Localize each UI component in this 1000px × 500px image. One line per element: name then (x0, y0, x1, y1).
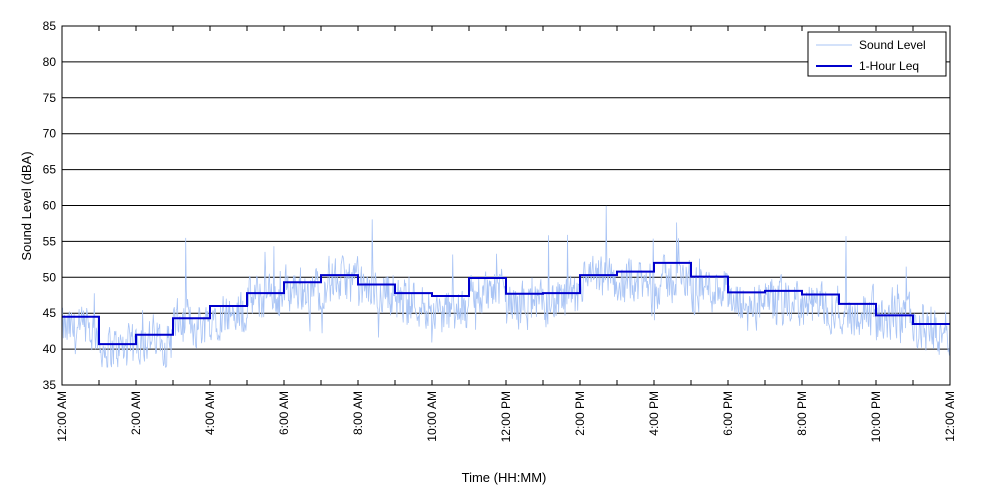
x-tick-label-10: 10:00 AM (425, 391, 439, 442)
y-tick-label-55: 55 (43, 234, 57, 248)
x-tick-label-4: 4:00 AM (203, 391, 217, 435)
x-tick-label-24: 12:00 AM (943, 391, 957, 442)
series-1-hour-leq (62, 261, 950, 346)
y-tick-label-60: 60 (43, 199, 57, 213)
y-tick-label-45: 45 (43, 306, 57, 320)
legend-box (807, 31, 947, 77)
x-axis-ticks: 12:00 AM 2:00 AM 4:00 AM 6:00 AM 8:00 AM 10:0… (55, 26, 957, 442)
x-tick-label-8: 8:00 AM (351, 391, 365, 435)
legend-label-sound-level: Sound Level (859, 38, 926, 52)
y-tick-label-85: 85 (43, 19, 57, 33)
x-axis-title: Time (HH:MM) (462, 470, 547, 485)
y-tick-label-80: 80 (43, 55, 57, 69)
y-tick-label-70: 70 (43, 127, 57, 141)
legend-label-1-hour-leq: 1-Hour Leq (859, 59, 919, 73)
x-tick-label-16: 4:00 PM (647, 391, 661, 436)
y-tick-label-50: 50 (43, 270, 57, 284)
legend: Sound Level 1-Hour Leq (807, 31, 947, 77)
x-tick-label-12: 12:00 PM (499, 391, 513, 442)
x-tick-label-6: 6:00 AM (277, 391, 291, 435)
x-tick-label-18: 6:00 PM (721, 391, 735, 436)
x-tick-label-2: 2:00 AM (129, 391, 143, 435)
y-axis-ticks: 35 40 45 50 55 60 65 70 75 80 85 (43, 19, 57, 392)
leq-step-line (62, 261, 950, 346)
y-tick-label-65: 65 (43, 163, 57, 177)
x-tick-label-20: 8:00 PM (795, 391, 809, 436)
x-tick-label-22: 10:00 PM (869, 391, 883, 442)
y-tick-label-35: 35 (43, 378, 57, 392)
y-tick-label-40: 40 (43, 342, 57, 356)
y-axis-title: Sound Level (dBA) (19, 151, 34, 260)
x-tick-label-0: 12:00 AM (55, 391, 69, 442)
x-tick-label-14: 2:00 PM (573, 391, 587, 436)
y-tick-label-75: 75 (43, 91, 57, 105)
